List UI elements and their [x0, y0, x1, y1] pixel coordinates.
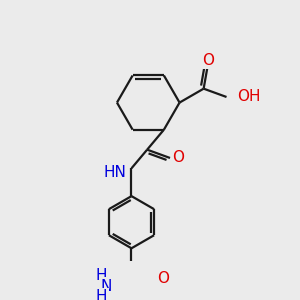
Text: O: O — [157, 271, 169, 286]
Text: H: H — [96, 289, 107, 300]
Text: O: O — [172, 151, 184, 166]
Text: N: N — [100, 279, 112, 294]
Text: OH: OH — [237, 89, 260, 104]
Text: HN: HN — [103, 165, 126, 180]
Text: H: H — [96, 268, 107, 283]
Text: O: O — [202, 53, 214, 68]
